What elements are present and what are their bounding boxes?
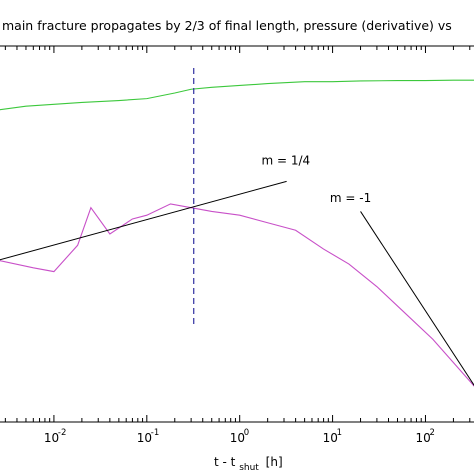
series-line-1	[0, 203, 474, 387]
x-tick-label: 101	[323, 428, 342, 445]
x-tick-label-exponent: -2	[58, 428, 66, 438]
x-tick-label-base: 10	[415, 431, 430, 445]
series-layer	[0, 79, 474, 387]
annotation-0: m = 1/4	[261, 153, 310, 167]
x-tick-label-exponent: -1	[151, 428, 159, 438]
x-tick-label: 100	[230, 428, 249, 445]
x-tick-label: 102	[415, 428, 434, 445]
x-axis-label-subscript: shut	[239, 463, 259, 473]
reference-line-1	[360, 211, 474, 387]
x-tick-label-exponent: 2	[429, 428, 434, 438]
reference-lines-layer	[0, 180, 474, 387]
x-tick-label: 10-2	[44, 428, 66, 445]
annotations-layer: m = 1/4 m = -1	[261, 153, 371, 205]
x-axis-label-main: t - t	[214, 455, 236, 469]
x-tick-label-base: 10	[323, 431, 338, 445]
x-tick-label-base: 10	[44, 431, 59, 445]
annotation-1: m = -1	[330, 191, 371, 205]
x-axis-label: t - t shut [h]	[214, 455, 283, 473]
reference-line-0	[0, 180, 287, 261]
x-tick-label-exponent: 1	[337, 428, 342, 438]
x-tick-label: 10-1	[137, 428, 159, 445]
x-tick-label-exponent: 0	[244, 428, 249, 438]
series-line-0	[0, 79, 474, 111]
x-axis-label-unit: [h]	[266, 455, 283, 469]
x-tick-label-base: 10	[137, 431, 152, 445]
plot-area	[0, 45, 474, 423]
chart-title: main fracture propagates by 2/3 of final…	[2, 18, 452, 33]
x-tick-label-base: 10	[230, 431, 245, 445]
x-ticks: 10-2 10-1 100 101 102	[4, 46, 471, 445]
